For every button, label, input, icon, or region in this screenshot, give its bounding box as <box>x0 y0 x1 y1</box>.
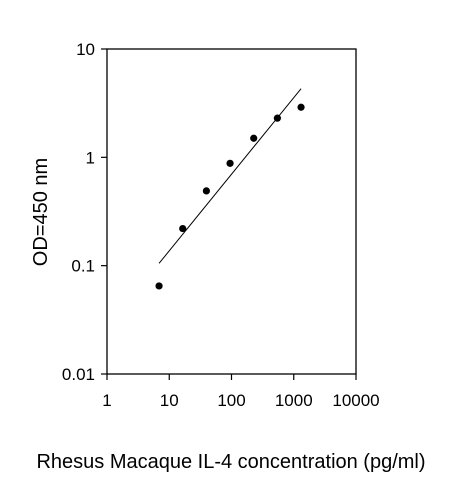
data-point <box>226 159 234 167</box>
data-point <box>155 282 163 290</box>
data-point <box>297 103 305 111</box>
data-point <box>250 134 258 142</box>
data-point <box>273 114 281 122</box>
x-tick-label: 10000 <box>332 391 379 410</box>
y-axis-ticks: 0.01 0.1 1 10 <box>62 40 107 384</box>
x-tick-label: 1 <box>102 391 111 410</box>
x-axis-ticks: 1 10 100 1000 10000 <box>102 374 380 410</box>
y-axis-label: OD=450 nm <box>30 158 52 266</box>
y-tick-label: 10 <box>76 40 95 59</box>
data-point <box>179 224 187 233</box>
x-tick-label: 10 <box>160 391 179 410</box>
y-tick-label: 1 <box>86 148 95 167</box>
x-tick-label: 100 <box>217 391 245 410</box>
data-point <box>202 187 210 195</box>
x-tick-label: 1000 <box>275 391 313 410</box>
data-points-layer <box>155 103 305 290</box>
x-axis-label: Rhesus Macaque IL-4 concentration (pg/ml… <box>36 451 425 473</box>
y-tick-label: 0.1 <box>71 257 95 276</box>
y-tick-label: 0.01 <box>62 365 95 384</box>
